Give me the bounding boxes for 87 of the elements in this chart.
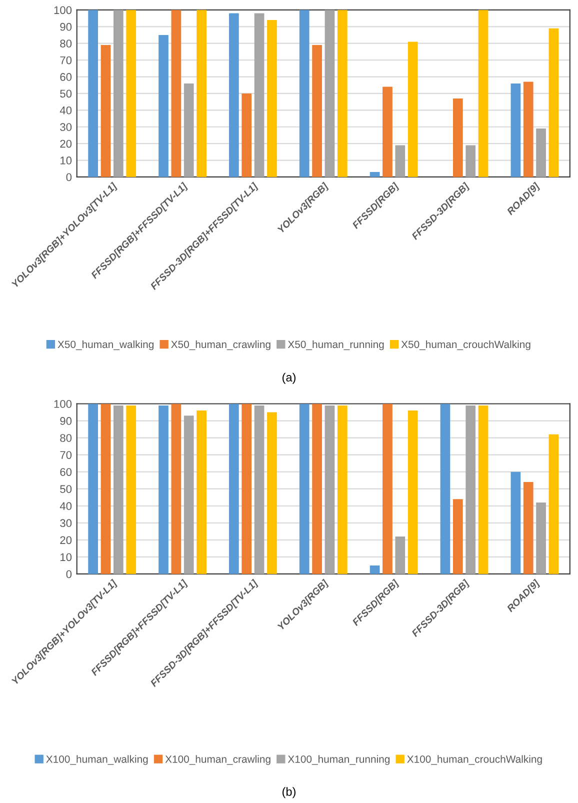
bar xyxy=(171,10,182,177)
bar xyxy=(548,434,559,574)
bar xyxy=(478,405,488,574)
bar xyxy=(158,35,168,177)
bar xyxy=(395,145,406,177)
bar xyxy=(100,404,111,574)
bar xyxy=(440,404,450,574)
y-tick-label: 30 xyxy=(60,123,72,132)
bar xyxy=(158,405,168,574)
bar xyxy=(324,10,335,177)
bar xyxy=(382,404,392,574)
y-tick-label: 90 xyxy=(60,22,72,31)
bar xyxy=(126,10,136,177)
bar xyxy=(254,405,264,574)
bar xyxy=(452,499,463,574)
y-tick-label: 70 xyxy=(60,56,72,64)
bar xyxy=(408,410,418,574)
legend-label: X50_human_walking xyxy=(58,340,154,350)
bar xyxy=(184,83,194,177)
bar xyxy=(229,13,239,177)
y-tick-label: 80 xyxy=(60,434,72,442)
bar xyxy=(466,405,476,574)
y-tick-label: 80 xyxy=(60,40,72,48)
legend-label: X100_human_crouchWalking xyxy=(407,755,542,765)
bar xyxy=(196,10,206,177)
y-tick-label: 40 xyxy=(60,106,72,114)
y-tick-label: 60 xyxy=(60,73,72,81)
y-tick-label: 90 xyxy=(60,417,72,425)
legend-label: X50_human_crawling xyxy=(171,340,270,350)
bar xyxy=(184,416,194,574)
bar xyxy=(466,145,476,177)
legend-label: X50_human_crouchWalking xyxy=(401,340,530,350)
legend-label: X100_human_running xyxy=(288,755,390,765)
bar xyxy=(452,98,463,177)
bar xyxy=(382,86,392,177)
bar xyxy=(100,45,111,177)
y-tick-label: 0 xyxy=(66,570,72,578)
y-tick-label: 10 xyxy=(60,156,72,164)
y-tick-label: 100 xyxy=(54,6,72,14)
bar xyxy=(337,405,348,574)
legend-label: X50_human_running xyxy=(288,340,384,350)
bar xyxy=(229,404,239,574)
bar xyxy=(337,10,348,177)
bar xyxy=(510,83,521,177)
y-tick-label: 40 xyxy=(60,502,72,510)
bar xyxy=(478,10,488,177)
y-tick-label: 20 xyxy=(60,140,72,148)
bar xyxy=(242,93,252,177)
y-tick-label: 0 xyxy=(66,173,72,182)
bar xyxy=(370,172,380,177)
bar xyxy=(196,410,206,574)
bar xyxy=(370,565,380,574)
bar xyxy=(114,405,124,574)
bar xyxy=(299,404,310,574)
y-tick-label: 20 xyxy=(60,536,72,544)
bar xyxy=(523,482,534,574)
bar xyxy=(267,20,277,177)
legend-label: X100_human_walking xyxy=(46,755,148,765)
bar xyxy=(299,10,310,177)
bar xyxy=(523,82,534,177)
bar xyxy=(254,13,264,177)
text: (a) xyxy=(282,372,296,384)
bar xyxy=(408,42,418,177)
bar xyxy=(171,404,182,574)
y-tick-label: 50 xyxy=(60,90,72,98)
bar xyxy=(88,404,98,574)
bar xyxy=(312,404,322,574)
bar xyxy=(324,405,335,574)
y-tick-label: 10 xyxy=(60,553,72,562)
y-tick-label: 50 xyxy=(60,485,72,493)
y-tick-label: 30 xyxy=(60,519,72,528)
bar xyxy=(88,10,98,177)
bar xyxy=(242,404,252,574)
text: (b) xyxy=(282,787,296,798)
bar xyxy=(510,472,521,574)
legend-label: X100_human_crawling xyxy=(165,755,270,765)
y-tick-label: 60 xyxy=(60,468,72,476)
bar xyxy=(312,45,322,177)
y-tick-label: 100 xyxy=(54,400,72,408)
bar xyxy=(126,405,136,574)
y-tick-label: 70 xyxy=(60,451,72,459)
bar xyxy=(536,502,546,574)
bar xyxy=(114,10,124,177)
bar xyxy=(536,128,546,177)
bar xyxy=(395,536,406,574)
bar xyxy=(548,28,559,177)
bar xyxy=(267,412,277,574)
